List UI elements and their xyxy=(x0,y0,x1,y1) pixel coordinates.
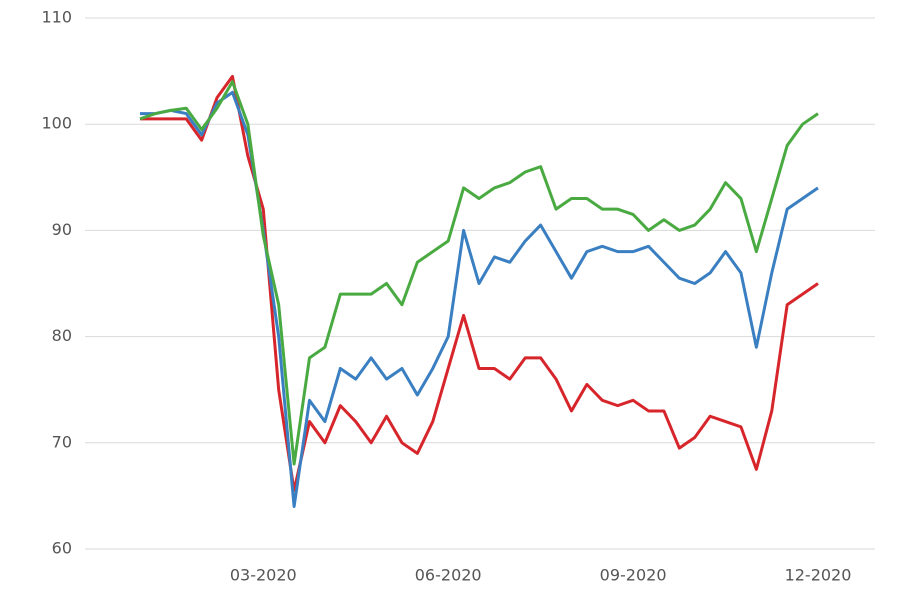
y-tick-label: 90 xyxy=(52,220,72,239)
series-line xyxy=(139,80,819,466)
y-tick-label: 100 xyxy=(41,114,72,133)
x-tick-label: 06-2020 xyxy=(415,566,482,585)
series-line xyxy=(140,90,819,509)
y-tick-label: 80 xyxy=(52,326,72,345)
x-tick-label: 09-2020 xyxy=(600,566,667,585)
x-tick-label: 03-2020 xyxy=(230,566,297,585)
y-tick-label: 110 xyxy=(41,8,72,27)
x-tick-label: 12-2020 xyxy=(785,566,852,585)
y-tick-label: 60 xyxy=(52,539,72,558)
y-tick-label: 70 xyxy=(52,432,72,451)
